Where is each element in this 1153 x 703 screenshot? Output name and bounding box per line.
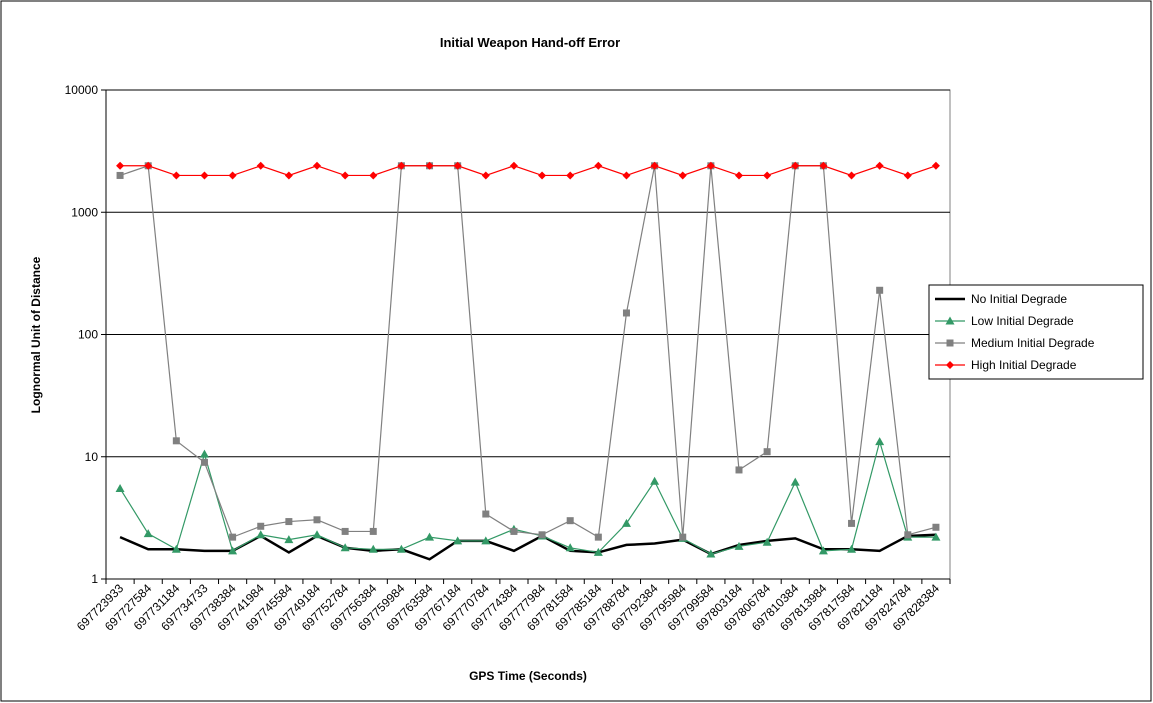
marker (735, 466, 743, 474)
marker (510, 527, 518, 535)
marker (481, 171, 490, 180)
marker (340, 543, 350, 552)
marker (876, 286, 884, 294)
marker (819, 161, 828, 170)
marker (341, 527, 349, 535)
y-tick-label: 10 (85, 450, 99, 464)
marker (172, 171, 181, 180)
marker (650, 161, 659, 170)
marker (847, 544, 857, 553)
marker (257, 522, 265, 530)
marker (594, 533, 602, 541)
marker (903, 171, 912, 180)
marker (763, 171, 772, 180)
marker (228, 171, 237, 180)
marker (706, 161, 715, 170)
legend-label: High Initial Degrade (971, 358, 1077, 372)
marker (144, 161, 153, 170)
marker (256, 530, 266, 539)
marker (566, 171, 575, 180)
marker (285, 518, 293, 526)
marker (931, 532, 941, 541)
marker (369, 527, 377, 535)
marker (284, 171, 293, 180)
marker (115, 483, 125, 492)
marker (621, 518, 631, 527)
marker (818, 546, 828, 555)
marker (116, 171, 124, 179)
marker (397, 161, 406, 170)
marker (946, 361, 954, 369)
marker (875, 437, 885, 446)
marker (538, 171, 547, 180)
marker (791, 161, 800, 170)
legend-label: Medium Initial Degrade (971, 336, 1095, 350)
marker (284, 535, 294, 544)
legend-box (928, 284, 1144, 380)
y-axis-label: Lognormal Unit of Distance (29, 256, 43, 413)
series-line (119, 533, 936, 561)
y-tick-label: 100 (78, 328, 98, 342)
marker (848, 519, 856, 527)
marker (622, 171, 631, 180)
marker (396, 544, 406, 553)
marker (945, 316, 955, 325)
marker (171, 544, 181, 553)
marker (762, 537, 772, 546)
marker (847, 171, 856, 180)
series-line (120, 165, 937, 177)
marker (706, 549, 716, 558)
marker (594, 161, 603, 170)
marker (932, 523, 940, 531)
marker (425, 532, 435, 541)
marker (538, 531, 546, 539)
marker (228, 546, 238, 555)
chart-title: Initial Weapon Hand-off Error (440, 35, 620, 50)
y-tick-label: 1 (91, 572, 98, 586)
marker (565, 543, 575, 552)
marker (143, 529, 153, 538)
marker (229, 533, 237, 541)
marker (509, 161, 518, 170)
legend-label: No Initial Degrade (971, 292, 1067, 306)
marker (453, 161, 462, 170)
marker (946, 339, 954, 347)
marker (199, 449, 209, 458)
marker (425, 161, 434, 170)
marker (482, 510, 490, 518)
y-tick-label: 10000 (65, 83, 99, 97)
marker (172, 437, 180, 445)
marker (368, 544, 378, 553)
marker (790, 477, 800, 486)
x-axis-label: GPS Time (Seconds) (469, 669, 587, 683)
marker (313, 516, 321, 524)
marker (650, 476, 660, 485)
marker (734, 541, 744, 550)
marker (369, 171, 378, 180)
marker (931, 161, 940, 170)
marker (453, 536, 463, 545)
marker (313, 161, 321, 170)
marker (679, 533, 687, 541)
marker (200, 171, 209, 180)
marker (312, 530, 322, 539)
marker (904, 531, 912, 539)
marker (875, 161, 884, 170)
marker (735, 171, 743, 180)
y-tick-label: 1000 (71, 205, 98, 219)
marker (341, 171, 350, 180)
marker (593, 547, 603, 556)
marker (256, 161, 265, 170)
legend-label: Low Initial Degrade (971, 314, 1074, 328)
marker (566, 517, 574, 525)
marker (116, 161, 125, 170)
marker (200, 458, 208, 466)
marker (763, 448, 771, 456)
marker (678, 171, 687, 180)
marker (481, 536, 491, 545)
marker (622, 309, 630, 317)
